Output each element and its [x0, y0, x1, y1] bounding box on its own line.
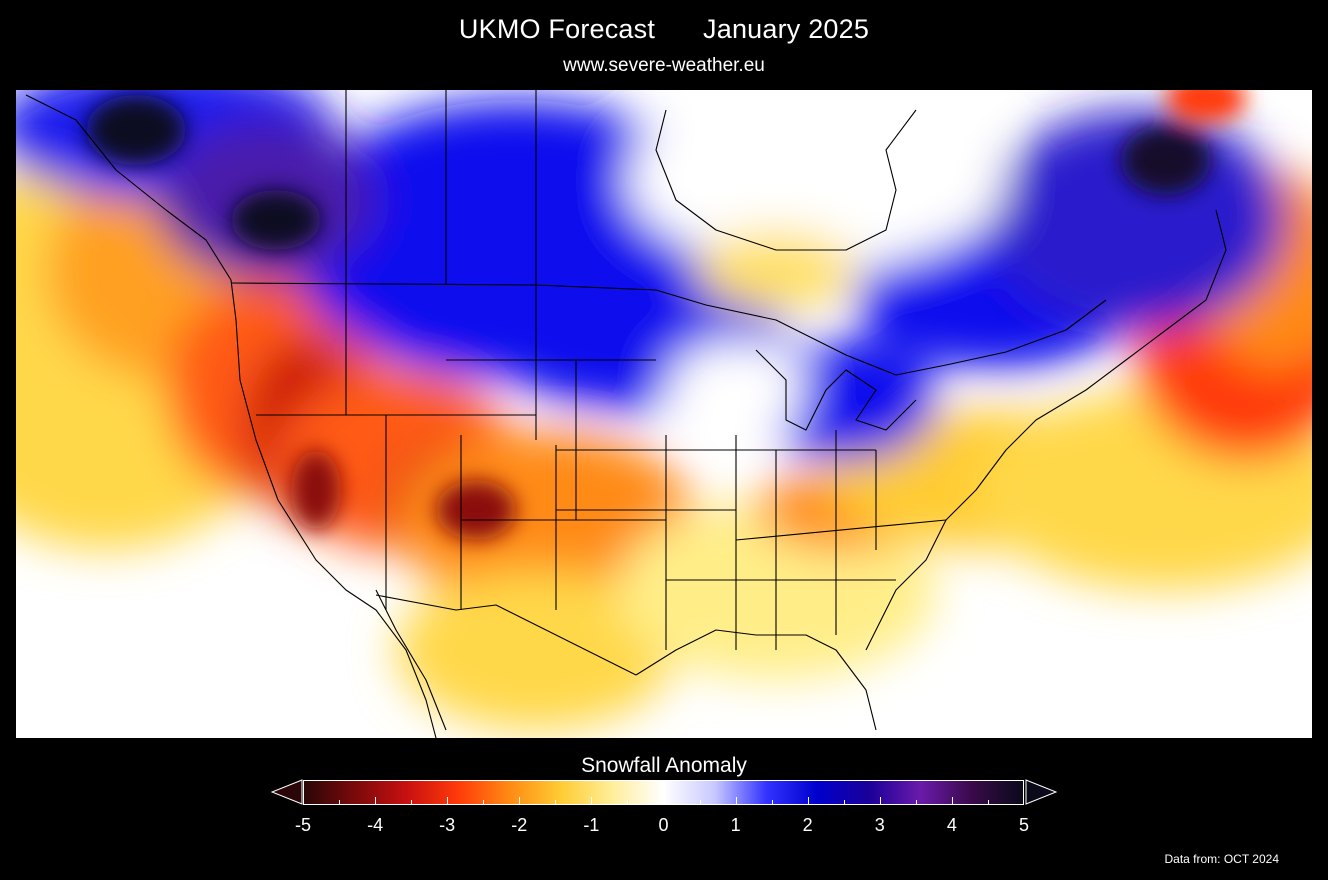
colorbar-arrows	[270, 779, 1058, 805]
map-title: UKMO Forecast January 2025	[0, 14, 1328, 45]
colorbar-minor-tick	[483, 800, 485, 805]
colorbar-tick-label: -1	[583, 815, 600, 835]
colorbar-minor-tick	[519, 797, 521, 805]
forecast-model: UKMO Forecast	[458, 14, 656, 44]
colorbar-minor-tick	[699, 800, 701, 805]
colorbar-minor-tick	[915, 800, 917, 805]
colorbar-minor-tick	[591, 797, 593, 805]
colorbar-tick-label: 3	[874, 815, 885, 835]
colorbar-minor-tick	[771, 800, 773, 805]
colorbar-tick-label: -5	[294, 815, 312, 835]
colorbar-max-arrow	[1025, 779, 1058, 805]
colorbar-minor-tick	[555, 800, 557, 805]
colorbar-minor-tick	[339, 800, 341, 805]
colorbar-minor-tick	[735, 797, 737, 805]
colorbar-minor-tick	[987, 800, 989, 805]
colorbar-minor-tick	[843, 800, 845, 805]
boundaries	[25, 90, 1227, 738]
colorbar-tick-label: -3	[439, 815, 456, 835]
colorbar-minor-tick	[411, 800, 413, 805]
colorbar-min-arrow	[270, 779, 303, 805]
colorbar-tick-label: -4	[367, 815, 384, 835]
colorbar-minor-ticks	[303, 797, 1024, 805]
colorbar-tick-label: 4	[946, 815, 957, 835]
colorbar-minor-tick	[375, 797, 377, 805]
colorbar-minor-tick	[663, 797, 665, 805]
colorbar-tick-label: -2	[511, 815, 528, 835]
colorbar-tick-label: 0	[658, 815, 669, 835]
forecast-period: January 2025	[703, 14, 870, 44]
colorbar-minor-tick	[807, 797, 809, 805]
data-source: Data from: OCT 2024	[1164, 852, 1280, 866]
colorbar-minor-tick	[627, 800, 629, 805]
colorbar-minor-tick	[951, 797, 953, 805]
colorbar-title: Snowfall Anomaly	[581, 754, 747, 777]
colorbar-tick-label: 5	[1018, 815, 1030, 835]
colorbar-minor-tick	[447, 797, 449, 805]
anomaly-map	[16, 90, 1312, 738]
website-label: www.severe-weather.eu	[563, 55, 765, 76]
colorbar-tick-label: 1	[730, 815, 741, 835]
colorbar-minor-tick	[879, 797, 881, 805]
colorbar-tick-label: 2	[802, 815, 813, 835]
